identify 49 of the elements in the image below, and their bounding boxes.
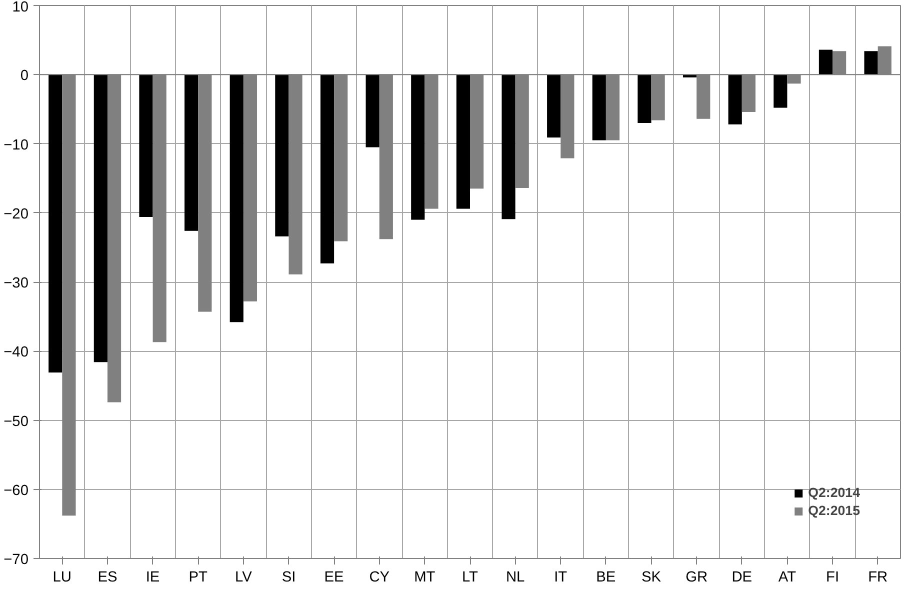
x-tick-label: LU	[52, 570, 72, 586]
bar	[366, 74, 380, 148]
x-tick-label: IE	[146, 570, 160, 586]
x-tick-label: GR	[686, 570, 708, 586]
x-tick-label: LV	[235, 570, 252, 586]
x-tick-label: AT	[778, 570, 796, 586]
x-tick-label: EE	[324, 570, 344, 586]
x-tick-label: SK	[641, 570, 662, 586]
y-tick-label: −40	[4, 344, 29, 361]
x-tick-label: LT	[462, 570, 478, 586]
y-tick-label: −10	[4, 137, 29, 154]
bar	[502, 74, 516, 220]
bar	[818, 50, 833, 75]
x-tick-label: DE	[732, 570, 752, 586]
bar	[728, 74, 742, 124]
y-tick-label: −50	[4, 414, 29, 430]
y-tick-label: −30	[4, 276, 29, 292]
bar	[638, 74, 652, 124]
legend-label: Q2:2015	[808, 503, 860, 518]
bar	[48, 74, 62, 373]
bar	[592, 74, 606, 140]
legend-label: Q2:2014	[808, 485, 860, 500]
x-tick-label: FI	[826, 570, 840, 586]
y-tick-label: 10	[12, 0, 29, 16]
x-tick-label: CY	[369, 570, 390, 586]
bar	[682, 74, 697, 78]
bar	[94, 74, 108, 362]
bar	[275, 74, 289, 236]
bar	[547, 74, 561, 138]
bar	[184, 74, 198, 231]
x-tick-label: NL	[506, 570, 525, 586]
x-tick-label: FR	[868, 570, 888, 586]
x-tick-label: BE	[596, 570, 616, 586]
bar	[320, 74, 334, 264]
bar	[230, 74, 244, 322]
y-tick-label: −60	[4, 482, 29, 499]
y-tick-label: −20	[4, 206, 29, 222]
x-tick-label: SI	[282, 570, 296, 586]
bar	[774, 74, 788, 108]
bar	[864, 51, 878, 75]
bar	[411, 74, 425, 220]
x-tick-label: PT	[188, 570, 208, 586]
bar	[456, 74, 470, 209]
y-tick-label: 0	[20, 68, 29, 84]
y-tick-label: −70	[4, 552, 29, 568]
x-tick-label: MT	[414, 570, 436, 586]
x-tick-label: ES	[98, 570, 118, 586]
bar	[139, 74, 153, 218]
x-tick-label: IT	[554, 570, 568, 586]
